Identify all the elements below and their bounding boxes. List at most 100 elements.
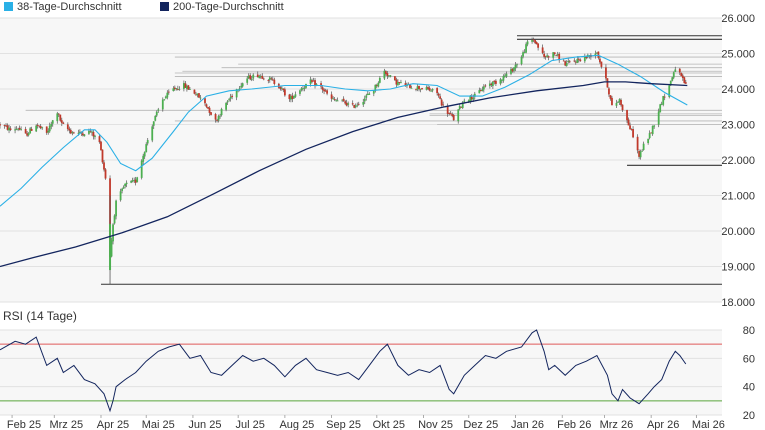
candle-body [103,162,105,170]
candle-body [69,130,72,134]
candle-body [145,144,148,153]
candle-body [68,128,71,131]
candle-body [283,89,286,96]
candle-body [668,85,671,97]
candle-body [502,75,505,81]
candle-body [17,128,19,130]
candle-body [541,47,544,53]
candle-body [56,113,59,122]
candle-body [324,90,327,92]
rsi-line [0,329,687,413]
x-tick-label: Nov 25 [418,419,453,430]
candle-body [291,95,294,99]
candle-body [125,182,128,185]
rsi-tick-label: 40 [743,382,755,394]
candle-body [50,123,53,127]
candle-body [214,113,217,120]
candle-body [409,83,411,89]
candle-body [374,84,377,91]
rsi-y-axis: 80 60 40 20 [743,325,755,422]
candle-body [366,93,369,96]
legend-ma200-label: 200-Tage-Durchschnitt [173,1,284,13]
candle-body [89,131,92,133]
candle-body [452,114,455,121]
candle-body [98,136,101,143]
candle-body [143,152,146,157]
candle-body [24,128,27,134]
candle-body [473,93,476,97]
candle-body [362,102,365,105]
legend-ma200-swatch [160,2,169,11]
candle-body [547,56,550,58]
candle-body [653,125,656,127]
candle-body [220,108,223,116]
price-tick-label: 23.000 [721,120,755,132]
candle-body [238,88,241,91]
candle-body [39,126,42,129]
candle-body [60,120,63,123]
rsi-title: RSI (14 Tage) [3,309,77,323]
candle-body [225,102,227,110]
candle-body [648,133,651,139]
candle-body [535,42,538,45]
candle-body [681,75,684,78]
candle-body [400,82,402,84]
candle-body [520,56,523,65]
candle-body [315,84,318,86]
candle-body [166,92,169,98]
candle-body [662,96,665,105]
support-resistance-levels [25,35,722,285]
candle-body [472,97,475,100]
candle-body [312,80,315,82]
candle-body [109,223,112,271]
candle-body [57,113,60,115]
rsi-grid [0,329,722,416]
price-tick-label: 22.000 [721,155,755,167]
candle-body [311,80,313,82]
candle-body [577,58,580,60]
candle-body [59,114,62,121]
candle-body [231,95,234,97]
candle-body [182,83,185,89]
candle-body [154,115,157,121]
candle-body [639,151,642,158]
candle-body [395,79,398,85]
candle-body [302,88,304,89]
candle-body [629,125,631,130]
candle-body [510,69,512,74]
candle-body [410,87,413,89]
candle-body [27,133,30,136]
ma200-line [0,81,688,268]
candle-body [178,89,181,90]
candle-body [479,90,482,92]
candle-body [77,132,80,134]
x-tick-label: Dez 25 [463,419,498,430]
candle-body [478,90,481,94]
rsi-series [0,329,687,413]
candle-body [115,200,117,217]
candle-body [330,94,333,99]
x-tick-label: Mai 25 [142,419,175,430]
candle-body [119,191,122,201]
candle-body [173,87,176,90]
candle-body [104,169,107,179]
candle-body [511,68,514,72]
candle-body [446,105,449,114]
price-tick-label: 25.000 [721,49,755,61]
candle-body [609,95,612,99]
candle-body [618,99,621,103]
candle-body [249,75,252,80]
candle-body [271,79,274,81]
candle-body [621,104,624,111]
candle-body [684,82,687,84]
candle-body [193,89,196,94]
candle-body [300,88,303,91]
candle-body [92,132,95,137]
candle-body [250,79,253,80]
candle-body [241,83,244,87]
x-tick-label: Feb 25 [7,419,41,430]
candle-body [642,143,645,150]
candle-body [259,75,262,77]
